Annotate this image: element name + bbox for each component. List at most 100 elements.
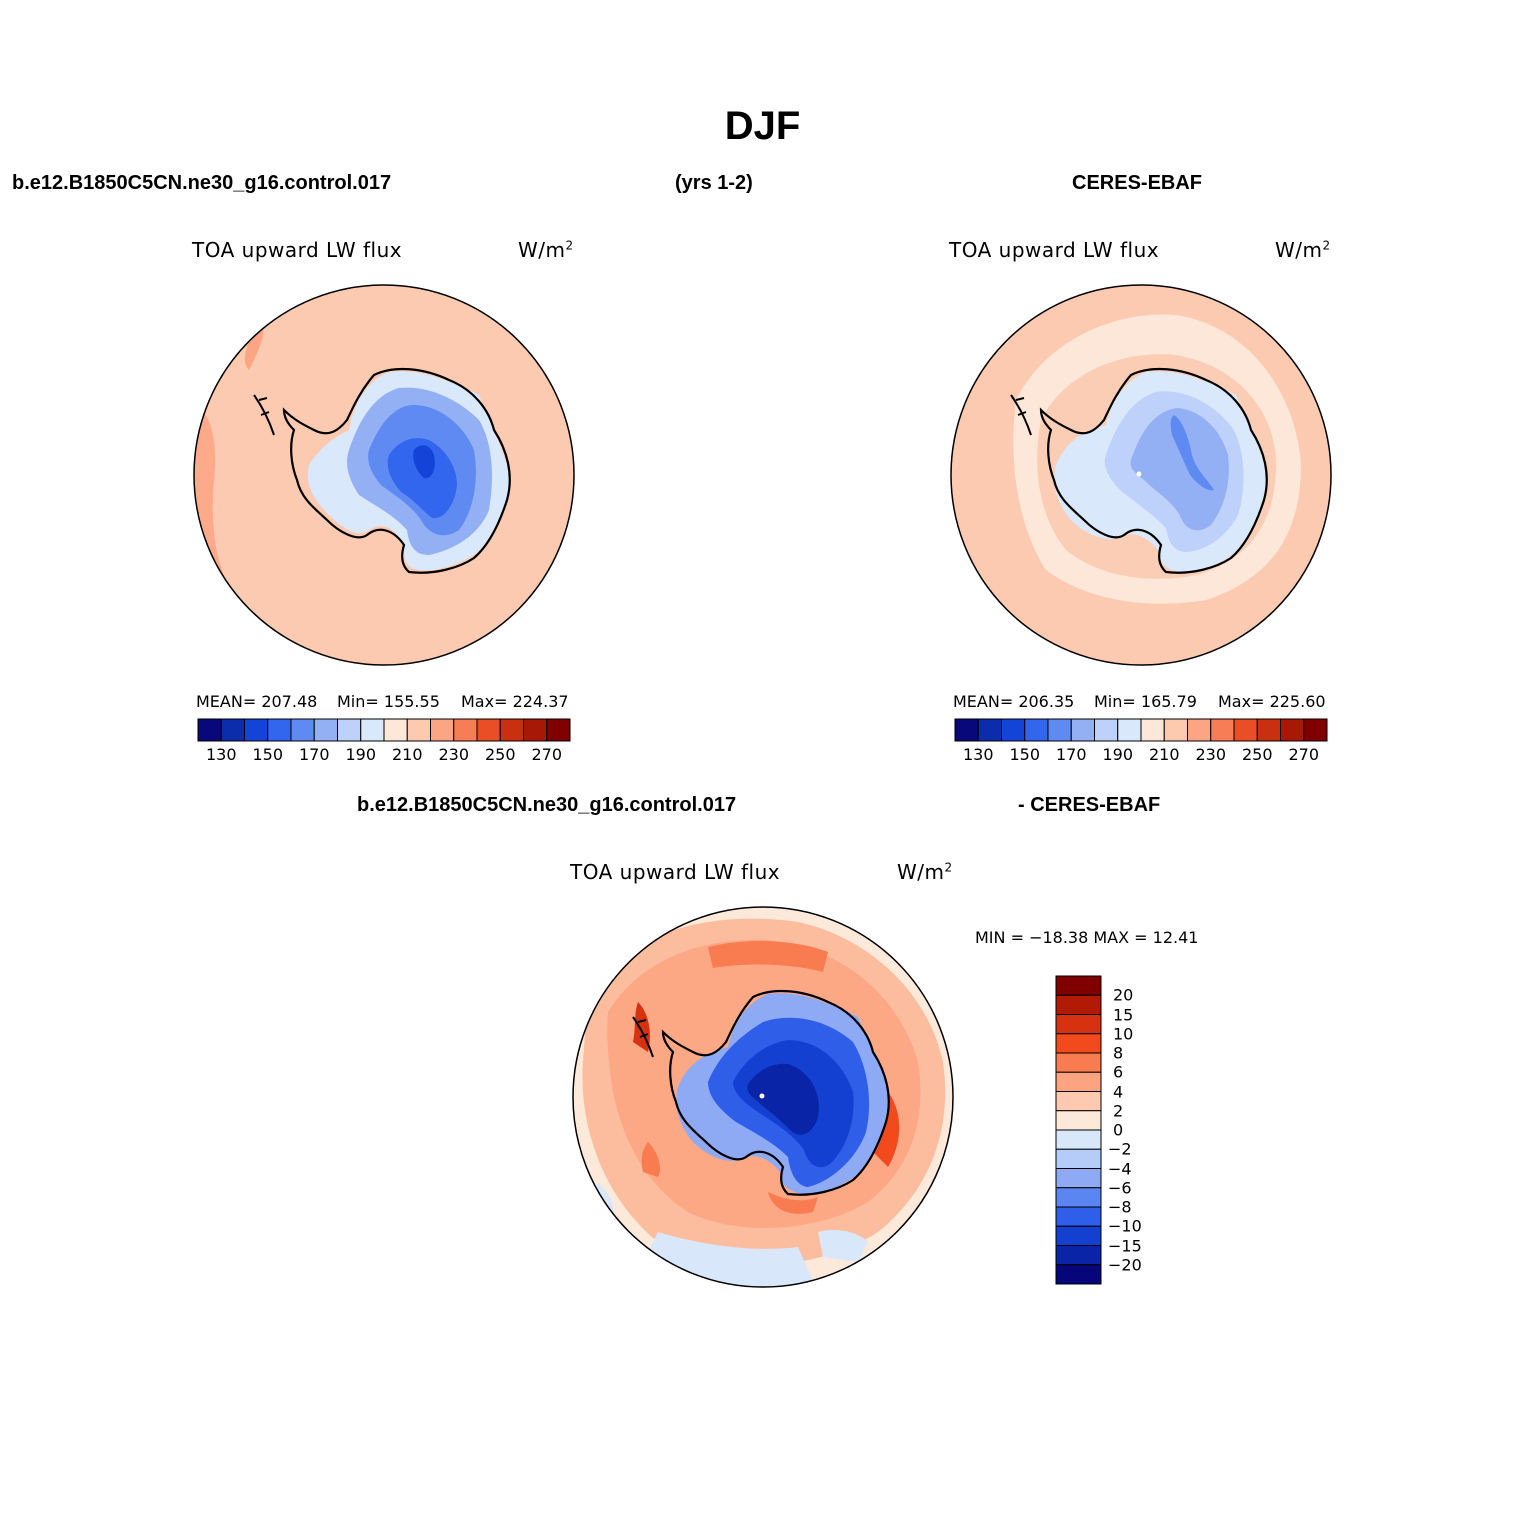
- panel2-max: Max= 225.60: [1218, 692, 1326, 711]
- panel1-colorbar-box: [267, 718, 292, 742]
- diff-colorbar-box: [1055, 1225, 1102, 1246]
- panel1-colorbar-box: [290, 718, 315, 742]
- diff-polar-map: [572, 906, 954, 1288]
- panel1-min: Min= 155.55: [337, 692, 440, 711]
- diff-colorbar-tick-label: 10: [1113, 1024, 1134, 1044]
- panel1-colorbar-tick-label: 170: [298, 745, 330, 764]
- diff-colorbar-box: [1055, 975, 1102, 996]
- panel1-colorbar-box: [430, 718, 455, 742]
- diff-minmax: MIN = −18.38 MAX = 12.41: [975, 928, 1199, 947]
- panel1-max: Max= 224.37: [461, 692, 569, 711]
- diff-colorbar-ticks: 20 15 10 8 6 4 2 0 −2 −4 −6 −8 −10 −15 −20: [1108, 976, 1168, 1284]
- diff-colorbar-box: [1055, 1052, 1102, 1073]
- panel2-colorbar-box: [1210, 718, 1235, 742]
- panel2-colorbar-box: [954, 718, 979, 742]
- diff-colorbar-box: [1055, 1206, 1102, 1227]
- diff-colorbar-box: [1055, 1014, 1102, 1035]
- panel1-polar-map: [193, 284, 575, 666]
- panel2-colorbar-tick-label: 130: [962, 745, 994, 764]
- diff-colorbar: [1055, 975, 1102, 1285]
- diff-colorbar-tick-label: −8: [1108, 1197, 1132, 1217]
- panel2-colorbar-tick-label: 270: [1288, 745, 1320, 764]
- diff-colorbar-box: [1055, 1148, 1102, 1169]
- panel2-colorbar-box: [1140, 718, 1165, 742]
- panel2-units: W/m2: [1275, 238, 1331, 262]
- panel1-colorbar-box: [476, 718, 501, 742]
- panel1-colorbar-tick-label: 190: [345, 745, 377, 764]
- panel2-colorbar-box: [1047, 718, 1072, 742]
- panel2-colorbar-box: [1001, 718, 1026, 742]
- diff-colorbar-tick-label: 8: [1113, 1043, 1124, 1063]
- panel2-mean: MEAN= 206.35: [953, 692, 1075, 711]
- diff-colorbar-box: [1055, 1187, 1102, 1208]
- diff-colorbar-box: [1055, 1033, 1102, 1054]
- panel1-colorbar-box: [360, 718, 385, 742]
- diff-colorbar-tick-label: −4: [1108, 1159, 1132, 1178]
- panel1-colorbar-box: [197, 718, 222, 742]
- panel2-colorbar-box: [1233, 718, 1258, 742]
- diff-colorbar-tick-label: 15: [1113, 1005, 1134, 1024]
- panel2-colorbar-tick-label: 190: [1102, 745, 1134, 764]
- panel1-variable-title: TOA upward LW flux: [192, 238, 403, 262]
- panel2-variable-title: TOA upward LW flux: [949, 238, 1160, 262]
- panel1-colorbar-box: [337, 718, 362, 742]
- diff-units: W/m2: [897, 860, 953, 884]
- diff-colorbar-tick-label: 2: [1113, 1101, 1124, 1121]
- panel1-colorbar-box: [523, 718, 548, 742]
- panel2-colorbar-box: [1303, 718, 1328, 742]
- panel2-colorbar-box: [1094, 718, 1119, 742]
- panel1-colorbar-tick-label: 130: [205, 745, 237, 764]
- panel1-colorbar-box: [453, 718, 478, 742]
- panel2-colorbar-tick-label: 210: [1148, 745, 1180, 764]
- panel2-colorbar-box: [1256, 718, 1281, 742]
- panel2-colorbar-box: [1187, 718, 1212, 742]
- case-name-header: b.e12.B1850C5CN.ne30_g16.control.017: [12, 172, 392, 194]
- panel2-colorbar-box: [1024, 718, 1049, 742]
- diff-colorbar-tick-label: −2: [1108, 1139, 1132, 1159]
- diff-colorbar-tick-label: 0: [1113, 1120, 1124, 1140]
- panel2-polar-map: [950, 284, 1332, 666]
- panel2-colorbar-box: [1070, 718, 1095, 742]
- diff-colorbar-box: [1055, 1110, 1102, 1131]
- diff-colorbar-tick-label: −10: [1108, 1216, 1142, 1236]
- panel1-colorbar-tick-label: 230: [438, 745, 470, 764]
- panel2-colorbar-box: [1117, 718, 1142, 742]
- panel1-colorbar-ticks: 130 150 170 190 210 230 250 270: [198, 745, 570, 765]
- panel2-colorbar-tick-label: 150: [1009, 745, 1041, 764]
- panel1-mean: MEAN= 207.48: [196, 692, 318, 711]
- panel2-colorbar-tick-label: 230: [1195, 745, 1227, 764]
- panel2-colorbar-tick-label: 170: [1055, 745, 1087, 764]
- panel2-colorbar-tick-label: 250: [1241, 745, 1273, 764]
- diff-colorbar-tick-label: −6: [1108, 1178, 1132, 1198]
- panel2-colorbar-box: [1163, 718, 1188, 742]
- diff-colorbar-box: [1055, 1071, 1102, 1092]
- panel1-colorbar-box: [406, 718, 431, 742]
- diff-right-header: - CERES-EBAF: [1018, 794, 1161, 816]
- diff-colorbar-tick-label: 4: [1113, 1082, 1124, 1101]
- panel1-colorbar-tick-label: 210: [391, 745, 423, 764]
- diff-colorbar-box: [1055, 1091, 1102, 1112]
- panel1-colorbar-box: [499, 718, 524, 742]
- panel1-colorbar-box: [546, 718, 571, 742]
- figure-title: DJF: [724, 104, 801, 148]
- diff-colorbar-tick-label: −20: [1108, 1255, 1142, 1275]
- diff-colorbar-tick-label: 6: [1113, 1062, 1124, 1082]
- panel1-colorbar-box: [244, 718, 269, 742]
- panel2-colorbar-box: [977, 718, 1002, 742]
- diff-variable-title: TOA upward LW flux: [570, 860, 781, 884]
- diff-left-header: b.e12.B1850C5CN.ne30_g16.control.017: [357, 794, 737, 816]
- panel2-colorbar-ticks: 130 150 170 190 210 230 250 270: [955, 745, 1327, 765]
- panel2-colorbar-box: [1280, 718, 1305, 742]
- panel1-units: W/m2: [518, 238, 574, 262]
- panel2-colorbar: [954, 718, 1328, 742]
- panel1-colorbar-tick-label: 250: [484, 745, 516, 764]
- diff-colorbar-box: [1055, 1245, 1102, 1266]
- diff-colorbar-tick-label: 20: [1113, 985, 1134, 1005]
- panel1-colorbar-box: [383, 718, 408, 742]
- obs-name-header: CERES-EBAF: [1072, 172, 1203, 194]
- panel1-colorbar-tick-label: 270: [531, 745, 563, 764]
- diff-colorbar-box: [1055, 1129, 1102, 1150]
- diff-colorbar-box: [1055, 1264, 1102, 1285]
- panel1-colorbar-box: [220, 718, 245, 742]
- panel1-colorbar: [197, 718, 571, 742]
